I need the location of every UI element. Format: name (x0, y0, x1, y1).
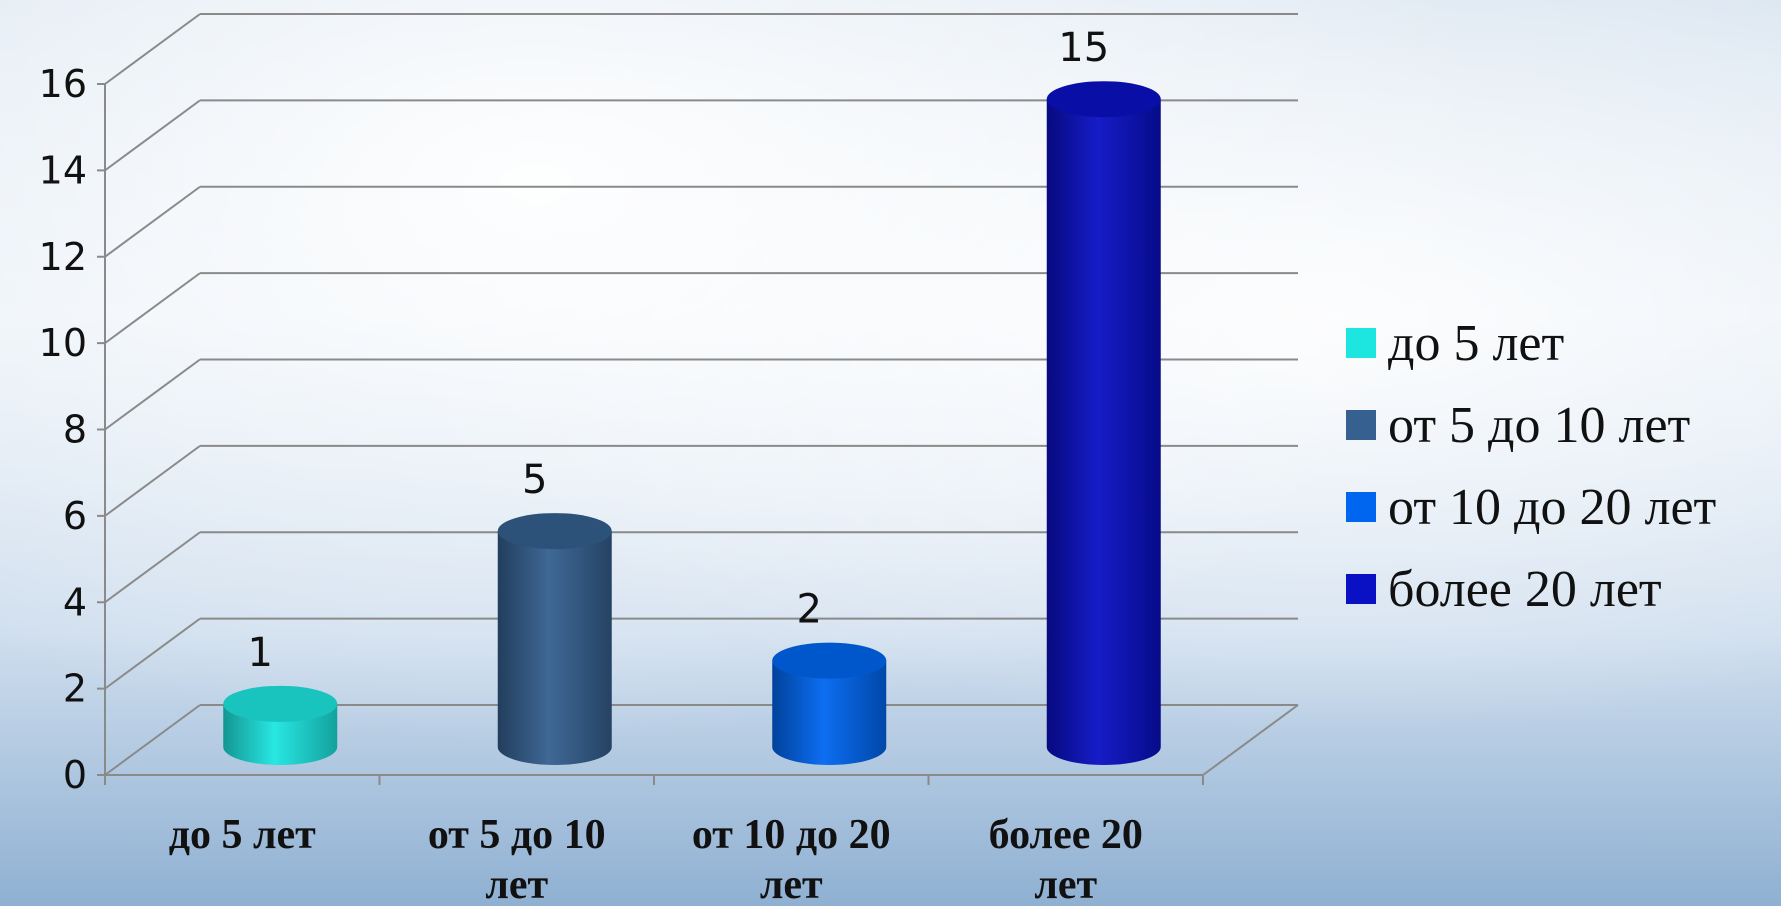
grid-diagonal (104, 272, 201, 344)
floor-edge (1202, 704, 1299, 776)
bar-body (772, 660, 887, 765)
bar-top (223, 685, 338, 722)
bar (223, 685, 338, 765)
grid-diagonal (104, 358, 201, 431)
legend-swatch (1346, 410, 1376, 440)
bar-top (497, 513, 612, 550)
bar-body (1046, 99, 1161, 765)
legend-label: от 5 до 10 лет (1388, 396, 1691, 454)
y-tick-label: 8 (63, 408, 87, 452)
category-labels: до 5 лет от 5 до 10 лет от 10 до 20 лет более… (169, 812, 1143, 906)
grid-diagonal (104, 531, 201, 604)
legend-label: более 20 лет (1388, 560, 1662, 618)
category-label: до 5 лет (169, 812, 316, 858)
grid-diagonal (104, 617, 201, 690)
legend-item: от 10 до 20 лет (1346, 466, 1716, 548)
y-tick-labels: 0 2 4 6 8 10 12 14 16 (39, 62, 87, 797)
category-label: более 20 лет (989, 812, 1143, 906)
y-tick-label: 14 (39, 148, 87, 192)
bars (223, 81, 1161, 765)
y-tick-label: 12 (39, 235, 87, 279)
legend-item: до 5 лет (1346, 302, 1716, 384)
category-label: от 5 до 10 лет (428, 812, 606, 906)
bar-body (497, 531, 612, 765)
grid-diagonal (104, 704, 201, 776)
bar (772, 642, 887, 765)
category-label: от 10 до 20 лет (692, 812, 891, 906)
y-tick-label: 2 (63, 667, 87, 711)
y-tick-label: 6 (63, 494, 87, 538)
y-tick-label: 16 (39, 62, 87, 106)
data-label: 2 (797, 587, 822, 633)
data-label: 1 (248, 630, 273, 676)
legend-label: до 5 лет (1388, 314, 1565, 372)
bar (497, 513, 612, 765)
legend-label: от 10 до 20 лет (1388, 478, 1717, 536)
legend-swatch (1346, 574, 1376, 604)
grid-diagonal (104, 99, 201, 172)
bar-top (772, 642, 887, 679)
grid-diagonal (104, 185, 201, 258)
axes (97, 83, 1299, 785)
legend: до 5 лет от 5 до 10 лет от 10 до 20 лет бол… (1346, 302, 1716, 630)
data-label: 15 (1058, 25, 1109, 71)
legend-swatch (1346, 492, 1376, 522)
legend-swatch (1346, 328, 1376, 358)
grid-diagonal (104, 445, 201, 517)
grid-diagonal (104, 13, 201, 85)
y-tick-label: 0 (63, 753, 87, 797)
bar (1046, 81, 1161, 765)
data-label: 5 (522, 457, 547, 503)
y-tick-label: 10 (39, 321, 87, 365)
legend-item: от 5 до 10 лет (1346, 384, 1716, 466)
legend-item: более 20 лет (1346, 548, 1716, 630)
y-tick-label: 4 (63, 580, 87, 624)
bar-top (1046, 81, 1161, 118)
